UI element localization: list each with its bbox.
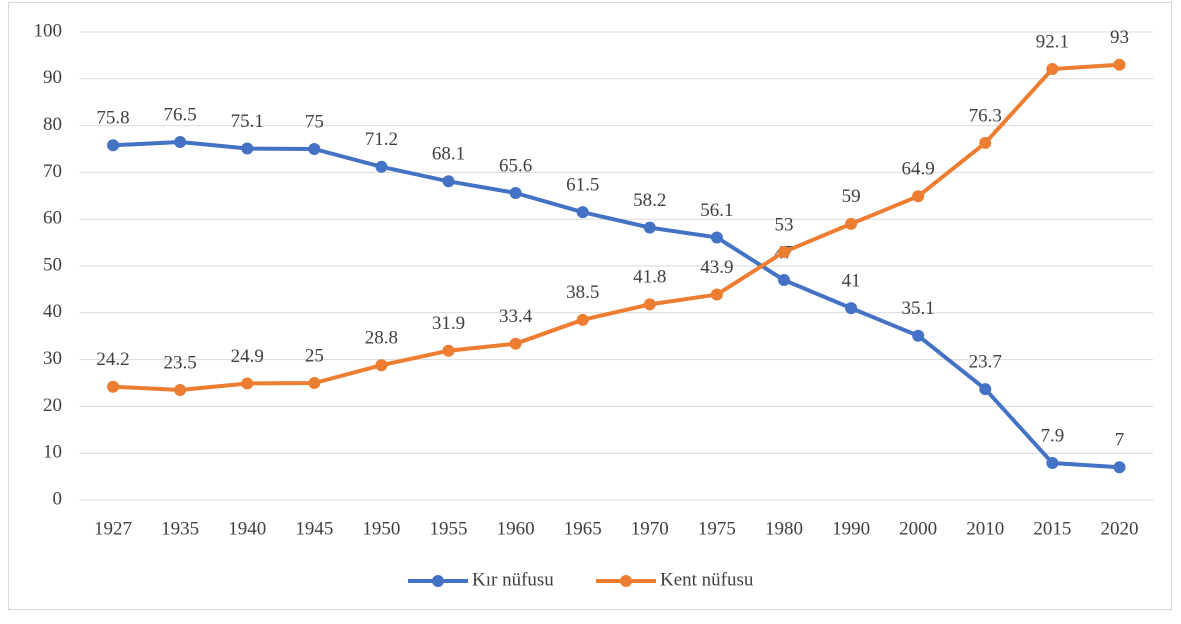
x-tick-label: 1965 [564,518,602,539]
x-tick-label: 2000 [899,518,937,539]
data-point [710,288,723,301]
data-point [375,160,388,173]
data-label: 7.9 [1040,425,1064,446]
data-point [979,383,992,396]
x-tick-label: 1975 [698,518,736,539]
data-label: 53 [774,214,793,235]
legend-label: Kır nüfusu [472,569,554,590]
data-point [1046,62,1059,75]
x-tick-label: 1970 [631,518,669,539]
data-point [777,245,790,258]
data-label: 58.2 [633,190,666,211]
chart-border [8,2,1172,610]
data-label: 31.9 [432,313,465,334]
y-tick-label: 20 [43,395,62,416]
y-tick-label: 50 [43,254,62,275]
data-point [107,139,120,152]
data-point [643,298,656,311]
x-tick-label: 1955 [430,518,468,539]
y-tick-label: 100 [34,20,63,41]
x-tick-label: 1945 [295,518,333,539]
legend-marker [620,575,632,587]
data-label: 56.1 [700,200,733,221]
data-label: 75.1 [231,111,264,132]
y-tick-label: 80 [43,114,62,135]
x-tick-label: 1935 [161,518,199,539]
y-tick-label: 10 [43,442,62,463]
data-label: 93 [1110,27,1129,48]
data-point [576,313,589,326]
data-point [912,190,925,203]
legend-marker [432,575,444,587]
data-label: 76.5 [164,104,197,125]
data-label: 33.4 [499,306,533,327]
data-label: 41 [842,270,861,291]
data-label: 24.2 [96,349,129,370]
data-point [1113,461,1126,474]
data-point [845,217,858,230]
data-label: 75 [305,111,324,132]
data-point [777,274,790,287]
x-tick-label: 1960 [497,518,535,539]
data-point [845,302,858,315]
data-label: 23.7 [969,351,1002,372]
data-label: 25 [305,345,324,366]
data-point [509,186,522,199]
y-tick-label: 0 [53,488,63,509]
data-point [643,221,656,234]
data-label: 76.3 [969,105,1002,126]
data-label: 61.5 [566,175,599,196]
data-point [1113,58,1126,71]
data-label: 71.2 [365,129,398,150]
data-label: 65.6 [499,155,532,176]
data-point [308,377,321,389]
x-tick-label: 1927 [94,518,132,539]
data-label: 24.9 [231,346,264,367]
data-label: 38.5 [566,282,599,303]
data-point [710,231,723,244]
y-tick-label: 70 [43,161,62,182]
data-point [107,380,120,393]
data-point [241,142,254,155]
data-point [576,206,589,219]
y-tick-label: 60 [43,208,62,229]
x-tick-label: 2010 [966,518,1004,539]
x-tick-label: 2015 [1033,518,1071,539]
data-point [442,175,455,188]
legend-label: Kent nüfusu [660,569,754,590]
data-label: 59 [842,186,861,207]
x-tick-label: 1990 [832,518,870,539]
data-point [241,377,254,390]
data-point [442,344,455,357]
data-point [912,329,925,342]
data-point [1046,457,1059,470]
data-label: 92.1 [1036,31,1069,52]
y-tick-label: 90 [43,67,62,88]
data-label: 43.9 [700,257,733,278]
data-point [174,135,187,148]
series-line [112,139,1120,470]
data-point [174,384,187,397]
x-tick-label: 1950 [362,518,400,539]
y-tick-label: 30 [43,348,62,369]
data-point [375,359,388,372]
data-label: 64.9 [902,159,935,180]
data-label: 23.5 [164,352,197,373]
data-label: 41.8 [633,267,666,288]
data-label: 28.8 [365,328,398,349]
x-tick-label: 2020 [1100,518,1138,539]
series-line [112,62,1120,393]
data-label: 68.1 [432,144,465,165]
data-label: 35.1 [902,298,935,319]
y-tick-label: 40 [43,301,62,322]
data-point [308,143,321,155]
data-point [509,337,522,350]
x-tick-label: 1940 [228,518,266,539]
data-label: 75.8 [96,108,129,129]
x-tick-label: 1980 [765,518,803,539]
data-point [979,136,992,149]
data-label: 7 [1115,430,1125,451]
